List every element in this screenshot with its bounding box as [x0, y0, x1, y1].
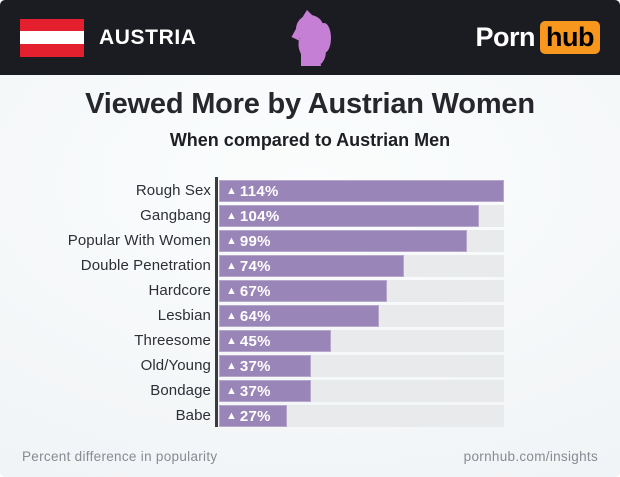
bar-track: ▲ 99% — [219, 230, 504, 252]
bar-value: 114% — [239, 182, 279, 200]
bar: ▲ 37% — [219, 355, 312, 377]
footer-caption: Percent difference in popularity — [22, 449, 218, 464]
bar-track: ▲ 37% — [219, 355, 504, 377]
category-label: Babe — [175, 407, 211, 424]
category-label: Lesbian — [157, 307, 211, 324]
category-label: Bondage — [150, 382, 211, 399]
category-label: Double Penetration — [80, 257, 211, 274]
bar-value: 74% — [239, 257, 271, 275]
bar-value: 27% — [239, 407, 271, 425]
bar: ▲ 37% — [219, 380, 312, 402]
up-triangle-icon: ▲ — [226, 185, 237, 197]
up-triangle-icon: ▲ — [226, 310, 237, 322]
chart-row: Double Penetration ▲ 74% — [0, 255, 620, 277]
footer-url: pornhub.com/insights — [463, 449, 598, 464]
country-group: AUSTRIA — [20, 18, 197, 57]
bar: ▲ 27% — [219, 405, 287, 427]
bar: ▲ 104% — [219, 205, 479, 227]
header-bar: AUSTRIA Porn hub — [0, 0, 620, 75]
chart-row: Bondage ▲ 37% — [0, 380, 620, 402]
bar-value: 64% — [239, 307, 271, 325]
bar-chart: Rough Sex ▲ 114% Gangbang ▲ 104% Popular With … — [0, 177, 620, 427]
category-label: Rough Sex — [135, 182, 211, 199]
chart-row: Lesbian ▲ 64% — [0, 305, 620, 327]
up-triangle-icon: ▲ — [226, 260, 237, 272]
bar-track: ▲ 114% — [219, 180, 504, 202]
y-axis-line — [215, 177, 218, 427]
chart-row: Hardcore ▲ 67% — [0, 280, 620, 302]
logo-hub-badge: hub — [540, 21, 600, 54]
flag-stripe-white — [20, 31, 84, 44]
bar: ▲ 64% — [219, 305, 379, 327]
up-triangle-icon: ▲ — [226, 335, 237, 347]
bar-track: ▲ 64% — [219, 305, 504, 327]
flag-stripe-red — [20, 43, 84, 57]
chart-row: Babe ▲ 27% — [0, 405, 620, 427]
bar-value: 37% — [239, 357, 271, 375]
up-triangle-icon: ▲ — [226, 410, 237, 422]
bar: ▲ 45% — [219, 330, 332, 352]
bar-track: ▲ 67% — [219, 280, 504, 302]
bar-value: 99% — [239, 232, 271, 250]
up-triangle-icon: ▲ — [226, 235, 237, 247]
category-label: Gangbang — [140, 207, 211, 224]
bar-value: 37% — [239, 382, 271, 400]
footer: Percent difference in popularity pornhub… — [22, 449, 598, 464]
category-label: Threesome — [134, 332, 211, 349]
page-subtitle: When compared to Austrian Men — [169, 130, 451, 150]
category-label: Hardcore — [148, 282, 211, 299]
up-triangle-icon: ▲ — [226, 385, 237, 397]
country-name: AUSTRIA — [99, 25, 197, 49]
bar: ▲ 114% — [219, 180, 504, 202]
page-title: Viewed More by Austrian Women — [85, 88, 535, 120]
chart-rows: Rough Sex ▲ 114% Gangbang ▲ 104% Popular With … — [0, 180, 620, 427]
bar-track: ▲ 45% — [219, 330, 504, 352]
flag-stripe-red — [20, 18, 84, 32]
bar-track: ▲ 27% — [219, 405, 504, 427]
bar: ▲ 74% — [219, 255, 404, 277]
austria-flag-icon — [20, 18, 84, 57]
logo-porn-text: Porn — [475, 22, 536, 52]
category-label: Popular With Women — [67, 232, 211, 249]
category-label: Old/Young — [140, 357, 211, 374]
chart-row: Threesome ▲ 45% — [0, 330, 620, 352]
bar-value: 67% — [239, 282, 271, 300]
up-triangle-icon: ▲ — [226, 360, 237, 372]
up-triangle-icon: ▲ — [226, 285, 237, 297]
woman-silhouette-icon — [287, 9, 333, 66]
bar-track: ▲ 37% — [219, 380, 504, 402]
chart-section: Viewed More by Austrian Women When compa… — [0, 88, 620, 427]
chart-row: Old/Young ▲ 37% — [0, 355, 620, 377]
bar-value: 104% — [239, 207, 280, 225]
bar-value: 45% — [239, 332, 271, 350]
bar-track: ▲ 104% — [219, 205, 504, 227]
chart-row: Gangbang ▲ 104% — [0, 205, 620, 227]
bar-track: ▲ 74% — [219, 255, 504, 277]
bar: ▲ 67% — [219, 280, 387, 302]
chart-row: Popular With Women ▲ 99% — [0, 230, 620, 252]
chart-row: Rough Sex ▲ 114% — [0, 180, 620, 202]
bar: ▲ 99% — [219, 230, 467, 252]
up-triangle-icon: ▲ — [226, 210, 237, 222]
pornhub-logo: Porn hub — [475, 21, 600, 54]
